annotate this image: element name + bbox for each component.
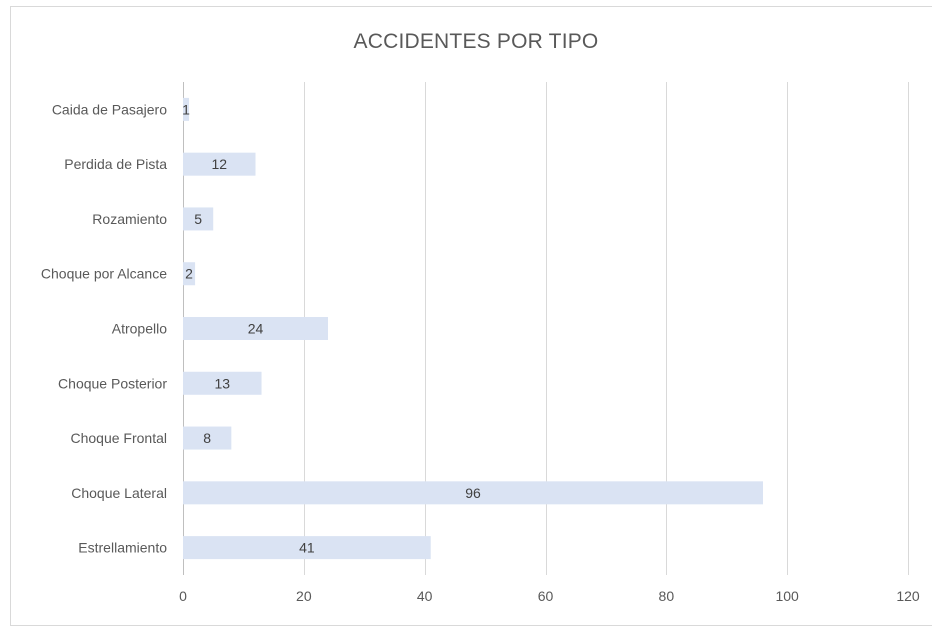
category-label: Estrellamiento <box>78 540 167 556</box>
chart-frame <box>10 6 932 626</box>
x-tick-label: 100 <box>775 588 799 604</box>
category-label: Atropello <box>112 321 167 337</box>
bar <box>183 97 190 121</box>
category-labels: Caida de Pasajero Perdida de Pista Rozamie… <box>41 101 167 555</box>
data-label: 5 <box>194 211 202 227</box>
data-label: 8 <box>203 430 211 446</box>
category-label: Perdida de Pista <box>64 156 167 172</box>
bar <box>183 262 196 286</box>
bar <box>183 317 328 340</box>
bar <box>183 207 214 231</box>
category-label: Choque Frontal <box>70 430 167 446</box>
bars <box>183 97 763 560</box>
x-tick-labels: 0 20 40 60 80 100 120 <box>179 588 920 604</box>
data-label: 12 <box>211 156 227 172</box>
x-tick-label: 0 <box>179 588 187 604</box>
data-label: 24 <box>248 321 264 337</box>
bar <box>183 481 763 505</box>
bar <box>183 152 256 176</box>
data-labels: 1 12 5 2 24 13 8 96 41 <box>182 101 481 555</box>
x-tick-label: 60 <box>538 588 554 604</box>
category-label: Rozamiento <box>92 211 167 227</box>
x-tick-label: 80 <box>659 588 675 604</box>
category-label: Caida de Pasajero <box>52 101 167 117</box>
category-label: Choque por Alcance <box>41 266 167 282</box>
data-label: 1 <box>182 101 190 117</box>
chart-title: ACCIDENTES POR TIPO <box>353 30 599 53</box>
data-label: 2 <box>185 266 193 282</box>
x-tick-label: 40 <box>417 588 433 604</box>
bar <box>183 426 232 450</box>
bar-chart-plot: Caida de Pasajero Perdida de Pista Rozamie… <box>41 82 920 604</box>
data-label: 13 <box>214 375 230 391</box>
bar <box>183 536 431 560</box>
category-label: Choque Lateral <box>71 485 167 501</box>
data-label: 41 <box>299 540 315 556</box>
category-label: Choque Posterior <box>58 375 167 391</box>
x-tick-label: 20 <box>296 588 312 604</box>
bar <box>183 371 262 395</box>
data-label: 96 <box>465 485 481 501</box>
x-tick-label: 120 <box>896 588 920 604</box>
